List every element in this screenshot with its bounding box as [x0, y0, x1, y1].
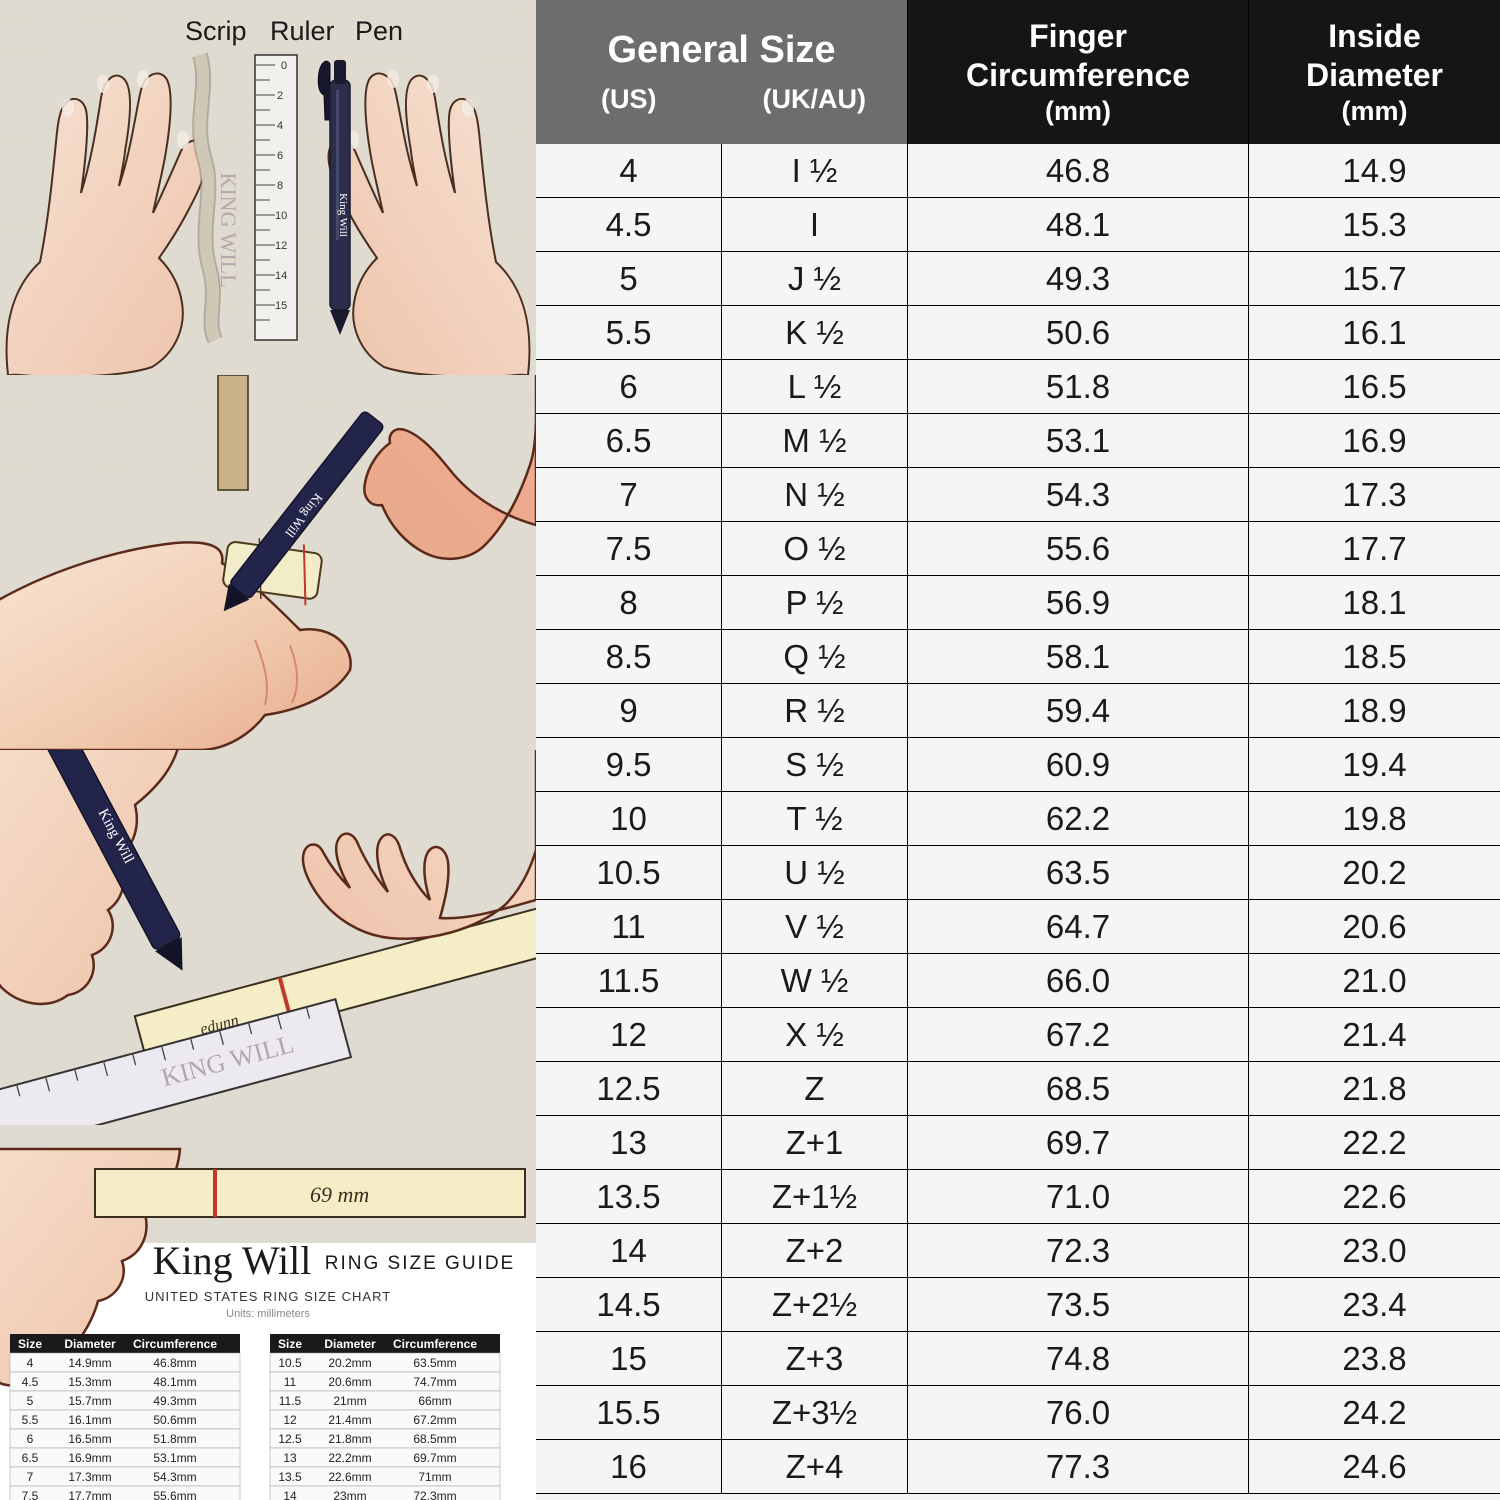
svg-text:22.2mm: 22.2mm [328, 1451, 371, 1465]
svg-text:4: 4 [277, 120, 283, 132]
svg-text:20.2mm: 20.2mm [328, 1356, 371, 1370]
svg-text:23mm: 23mm [333, 1489, 366, 1500]
svg-text:Circumference: Circumference [393, 1337, 477, 1351]
svg-text:21mm: 21mm [333, 1394, 366, 1408]
svg-text:KING WILL: KING WILL [216, 172, 241, 287]
svg-text:16.5mm: 16.5mm [68, 1432, 111, 1446]
svg-text:13.5: 13.5 [278, 1470, 302, 1484]
svg-text:21.8mm: 21.8mm [328, 1432, 371, 1446]
svg-text:15.7mm: 15.7mm [68, 1394, 111, 1408]
svg-text:72.3mm: 72.3mm [413, 1489, 456, 1500]
svg-text:48.1mm: 48.1mm [153, 1375, 196, 1389]
svg-text:2: 2 [277, 90, 283, 102]
svg-text:66mm: 66mm [418, 1394, 451, 1408]
svg-text:12: 12 [275, 240, 287, 252]
svg-text:RING SIZE GUIDE: RING SIZE GUIDE [325, 1253, 515, 1274]
svg-text:20.6mm: 20.6mm [328, 1375, 371, 1389]
svg-text:7: 7 [27, 1470, 34, 1484]
svg-text:71mm: 71mm [418, 1470, 451, 1484]
svg-text:4.5: 4.5 [22, 1375, 39, 1389]
svg-text:11.5: 11.5 [279, 1394, 302, 1408]
svg-text:49.3mm: 49.3mm [153, 1394, 196, 1408]
svg-text:Pen: Pen [355, 16, 403, 46]
svg-text:13: 13 [283, 1451, 297, 1465]
svg-text:5: 5 [27, 1394, 34, 1408]
svg-text:21.4mm: 21.4mm [328, 1413, 371, 1427]
svg-text:17.3mm: 17.3mm [68, 1470, 111, 1484]
svg-text:69 mm: 69 mm [310, 1182, 369, 1207]
svg-text:69.7mm: 69.7mm [413, 1451, 456, 1465]
svg-text:14.9mm: 14.9mm [68, 1356, 111, 1370]
svg-text:53.1mm: 53.1mm [153, 1451, 196, 1465]
svg-text:55.6mm: 55.6mm [153, 1489, 196, 1500]
svg-text:68.5mm: 68.5mm [413, 1432, 456, 1446]
svg-text:17.7mm: 17.7mm [68, 1489, 111, 1500]
svg-text:Ruler: Ruler [270, 16, 335, 46]
svg-text:16.1mm: 16.1mm [68, 1413, 111, 1427]
svg-text:46.8mm: 46.8mm [153, 1356, 196, 1370]
svg-text:63.5mm: 63.5mm [413, 1356, 456, 1370]
svg-text:15.3mm: 15.3mm [68, 1375, 111, 1389]
svg-text:Scrip: Scrip [185, 16, 247, 46]
svg-text:74.7mm: 74.7mm [413, 1375, 456, 1389]
svg-text:Size: Size [18, 1337, 42, 1351]
svg-text:8: 8 [277, 180, 283, 192]
svg-text:67.2mm: 67.2mm [413, 1413, 456, 1427]
svg-text:Size: Size [278, 1337, 302, 1351]
svg-text:Units: millimeters: Units: millimeters [226, 1308, 310, 1320]
svg-text:16.9mm: 16.9mm [68, 1451, 111, 1465]
svg-text:Circumference: Circumference [133, 1337, 217, 1351]
svg-text:51.8mm: 51.8mm [153, 1432, 196, 1446]
svg-text:Diameter: Diameter [324, 1337, 376, 1351]
svg-text:5.5: 5.5 [22, 1413, 39, 1427]
svg-text:6.5: 6.5 [22, 1451, 39, 1465]
svg-text:50.6mm: 50.6mm [153, 1413, 196, 1427]
svg-text:Diameter: Diameter [64, 1337, 116, 1351]
svg-text:10.5: 10.5 [278, 1356, 302, 1370]
svg-text:7.5: 7.5 [22, 1489, 39, 1500]
svg-text:12.5: 12.5 [278, 1432, 302, 1446]
svg-text:12: 12 [283, 1413, 297, 1427]
svg-text:4: 4 [27, 1356, 34, 1370]
svg-text:14: 14 [275, 270, 287, 282]
svg-text:14: 14 [283, 1489, 297, 1500]
svg-text:10: 10 [275, 210, 287, 222]
svg-text:0: 0 [281, 60, 287, 72]
svg-text:6: 6 [277, 150, 283, 162]
svg-text:15: 15 [275, 300, 287, 312]
svg-text:11: 11 [284, 1375, 297, 1389]
svg-text:22.6mm: 22.6mm [328, 1470, 371, 1484]
svg-text:54.3mm: 54.3mm [153, 1470, 196, 1484]
svg-text:King Will: King Will [153, 1238, 312, 1283]
svg-text:6: 6 [27, 1432, 34, 1446]
svg-text:UNITED STATES RING SIZE CHART: UNITED STATES RING SIZE CHART [145, 1289, 391, 1304]
svg-text:King Will: King Will [337, 193, 349, 237]
